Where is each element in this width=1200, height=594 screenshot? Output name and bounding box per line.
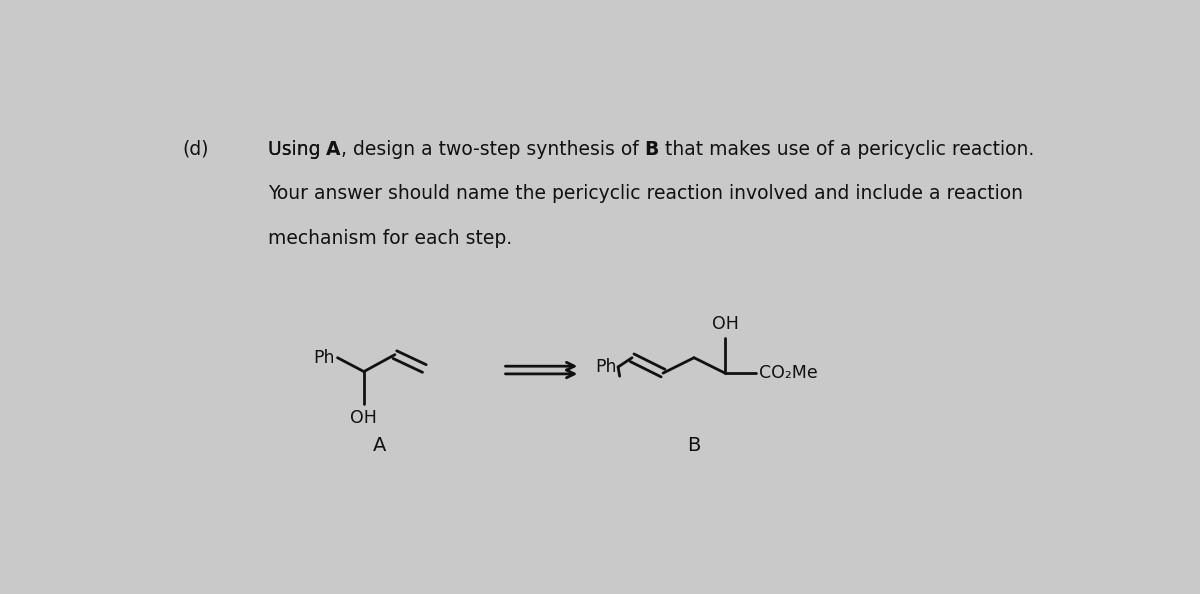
Text: Ph: Ph <box>595 358 617 376</box>
Text: B: B <box>688 436 701 455</box>
Text: OH: OH <box>350 409 377 427</box>
Text: B: B <box>644 140 659 159</box>
Text: (d): (d) <box>182 140 209 159</box>
Text: A: A <box>373 436 386 455</box>
Text: OH: OH <box>712 315 738 333</box>
Text: A: A <box>326 140 341 159</box>
Text: Using: Using <box>268 140 326 159</box>
Text: CO₂Me: CO₂Me <box>760 364 818 382</box>
Text: mechanism for each step.: mechanism for each step. <box>268 229 512 248</box>
Text: Ph: Ph <box>313 349 335 366</box>
Text: that makes use of a pericyclic reaction.: that makes use of a pericyclic reaction. <box>659 140 1034 159</box>
Text: Using: Using <box>268 140 326 159</box>
Text: Your answer should name the pericyclic reaction involved and include a reaction: Your answer should name the pericyclic r… <box>268 185 1022 204</box>
Text: , design a two-step synthesis of: , design a two-step synthesis of <box>341 140 644 159</box>
